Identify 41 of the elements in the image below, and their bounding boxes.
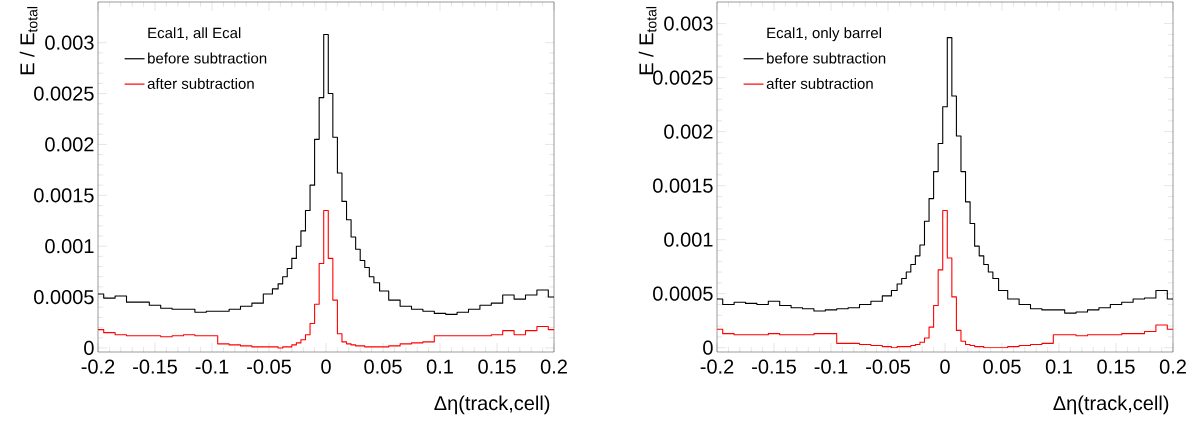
x-tick-label: -0.05 [866, 359, 910, 374]
x-tick-label: -0.1 [814, 359, 848, 374]
y-tick-label: 0.003 [664, 16, 713, 31]
y-tick-label: 0.002 [45, 137, 94, 152]
y-tick-label: 0.001 [45, 239, 94, 254]
y-tick-label: 0.0005 [34, 289, 94, 305]
legend-title: Ecal1, only barrel [767, 27, 881, 42]
y-tick-label: 0.0015 [653, 178, 713, 193]
y-axis-title: E / E$_{total}$ [19, 6, 38, 75]
legend-label: before subtraction [148, 52, 267, 64]
legend-label: after subtraction [147, 77, 254, 89]
y-tick-label: 0.0025 [653, 70, 713, 85]
x-tick-label: 0.15 [478, 359, 516, 374]
y-tick-label: 0 [703, 340, 713, 355]
x-tick-label: 0.1 [426, 359, 453, 374]
y-tick-label: 0.001 [664, 232, 713, 247]
x-tick-label: 0.2 [1159, 359, 1186, 374]
x-tick-label: -0.1 [195, 359, 229, 374]
y-tick-label: 0.0005 [653, 286, 713, 301]
y-tick-label: 0.0025 [34, 86, 94, 101]
x-tick-label: -0.15 [752, 359, 796, 374]
x-tick-label: 0.05 [983, 359, 1021, 374]
x-tick-label: 0.15 [1097, 359, 1135, 374]
x-tick-label: 0.2 [540, 359, 567, 374]
x-tick-label: -0.05 [247, 359, 291, 374]
x-tick-label: 0.1 [1045, 359, 1072, 374]
y-tick-label: 0.003 [45, 35, 94, 50]
x-tick-label: -0.2 [81, 359, 115, 374]
x-axis-title: Δη(track,cell) [1053, 395, 1169, 415]
y-tick-label: 0 [84, 340, 94, 355]
x-tick-label: 0.05 [364, 359, 402, 374]
legend-label: before subtraction [767, 52, 886, 64]
x-axis-title: Δη(track,cell) [434, 395, 550, 415]
x-tick-label: 0 [321, 359, 331, 374]
y-tick-label: 0.002 [664, 124, 713, 139]
legend-label: after subtraction [766, 77, 873, 89]
y-tick-label: 0.0015 [34, 188, 94, 203]
x-tick-label: 0 [940, 359, 950, 374]
x-tick-label: -0.15 [133, 359, 177, 374]
x-tick-label: -0.2 [700, 359, 734, 374]
legend-title: Ecal1, all Ecal [148, 27, 241, 40]
